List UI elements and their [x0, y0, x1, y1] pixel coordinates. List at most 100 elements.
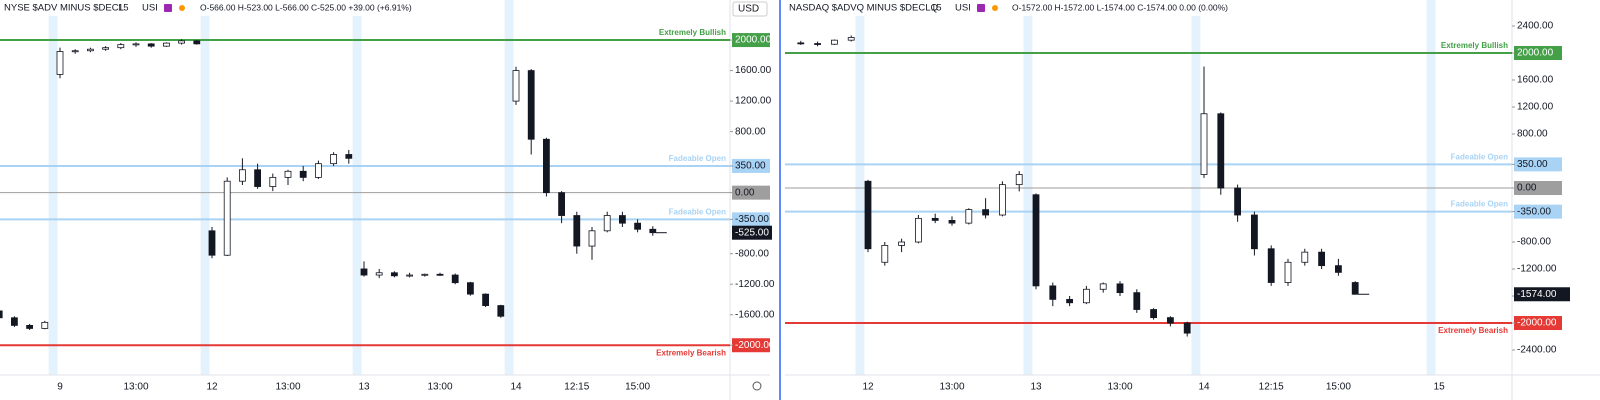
y-tick-label: -800.00: [1517, 237, 1551, 248]
candle-body: [914, 217, 922, 243]
level-price-box: [732, 33, 770, 48]
candle-body: [1301, 251, 1309, 263]
candle-body: [1318, 251, 1325, 267]
level-price-box: [732, 185, 770, 200]
session-band: [1191, 0, 1201, 375]
chart-panel: Extremely Bullish Fadeable Open Fadeable O…: [785, 0, 1600, 400]
candle-body: [1099, 283, 1107, 290]
candle-body: [1116, 283, 1124, 294]
candle-body: [847, 37, 855, 41]
candle-body: [223, 180, 231, 256]
level-label: Fadeable Open: [669, 154, 726, 163]
x-tick-label: 13:00: [427, 382, 452, 393]
currency-box[interactable]: [732, 1, 768, 17]
candle-body: [527, 70, 535, 140]
candle-body: [948, 220, 956, 224]
candle-body: [649, 228, 657, 234]
level-label: Extremely Bullish: [1441, 41, 1508, 50]
y-tick-label: 0.00: [1517, 183, 1537, 194]
interval: 15: [118, 3, 129, 14]
x-tick-label: 12: [206, 382, 218, 393]
y-tick-label: 2400.00: [1517, 21, 1554, 32]
candle-body: [284, 170, 292, 178]
candle-body: [634, 222, 641, 230]
candle-body: [314, 163, 322, 178]
x-tick-label: 12:15: [1259, 382, 1284, 393]
x-tick-label: 13: [358, 382, 370, 393]
level-price-box: [732, 158, 770, 173]
y-tick-label: -1200.00: [1517, 264, 1557, 275]
candle-body: [10, 317, 18, 326]
x-tick-label: 13: [1030, 382, 1042, 393]
y-tick-label: 800.00: [1517, 129, 1548, 140]
candle-body: [147, 43, 155, 47]
x-tick-label: 14: [510, 382, 522, 393]
candle-body: [1150, 309, 1158, 319]
status-icon: [179, 5, 185, 11]
candle-body: [466, 282, 474, 295]
x-tick-label: 15:00: [1326, 382, 1351, 393]
candle-body: [238, 169, 246, 182]
candle-body: [1217, 113, 1225, 189]
interval: 15: [931, 3, 942, 14]
candle-body: [814, 43, 822, 45]
candle-body: [619, 215, 626, 224]
candle-body: [132, 43, 140, 46]
y-tick-label: -2000.00: [735, 340, 775, 351]
last-price-label: -525.00: [735, 227, 769, 238]
chart-panel: Extremely Bullish Fadeable Open Fadeable O…: [0, 0, 775, 400]
candle-body: [451, 274, 459, 284]
candle-body: [1183, 322, 1191, 334]
header-bg: [0, 0, 400, 16]
candle-body: [421, 273, 429, 276]
candle-body: [330, 154, 338, 165]
x-tick-label: 13:00: [1107, 382, 1132, 393]
y-tick-label: 2000.00: [735, 35, 772, 46]
level-price-box: [1514, 204, 1562, 219]
candle-body: [881, 244, 889, 263]
candle-body: [178, 40, 186, 44]
x-tick-label: 15: [1434, 382, 1446, 393]
candle-body: [965, 209, 973, 224]
level-price-box: [732, 212, 770, 227]
session-band: [1023, 0, 1033, 375]
candle-body: [497, 305, 505, 317]
candle-body: [254, 169, 262, 187]
ohlc: O-1572.00 H-1572.00 L-1574.00 C-1574.00 …: [1012, 2, 1228, 12]
session-band: [504, 0, 514, 375]
candle-body: [588, 230, 596, 247]
candle-body: [87, 48, 94, 52]
candle-body: [71, 50, 79, 53]
x-tick-label: 9: [57, 382, 63, 393]
level-price-box: [1514, 316, 1562, 331]
settings-icon[interactable]: [752, 381, 762, 391]
level-label: Extremely Bearish: [656, 348, 726, 357]
candle-body: [375, 272, 383, 276]
x-tick-label: 13:00: [939, 382, 964, 393]
candle-body: [482, 293, 490, 306]
level-price-box: [1514, 45, 1562, 60]
session-band: [1426, 0, 1436, 375]
candle-body: [56, 51, 64, 75]
level-label: Extremely Bearish: [1438, 326, 1508, 335]
candle-body: [436, 273, 444, 276]
candle-body: [102, 47, 109, 50]
candle-body: [998, 184, 1006, 216]
candle-body: [1049, 285, 1057, 300]
header-bg: [785, 0, 1212, 16]
candle-body: [208, 230, 216, 256]
y-tick-label: 1200.00: [735, 96, 772, 107]
last-price-box: [1514, 287, 1570, 302]
source: USI: [955, 3, 971, 14]
candle-body: [1284, 261, 1292, 283]
y-tick-label: -1200.00: [735, 279, 775, 290]
y-tick-label: 0.00: [735, 187, 755, 198]
y-tick-label: 2000.00: [1517, 48, 1554, 59]
candle-body: [1015, 174, 1023, 186]
candle-body: [1066, 298, 1074, 304]
x-tick-label: 13:00: [275, 382, 300, 393]
currency[interactable]: USD: [738, 4, 759, 15]
level-label: Fadeable Open: [1451, 152, 1508, 161]
candle-body: [26, 325, 34, 329]
candle-body: [406, 274, 414, 277]
